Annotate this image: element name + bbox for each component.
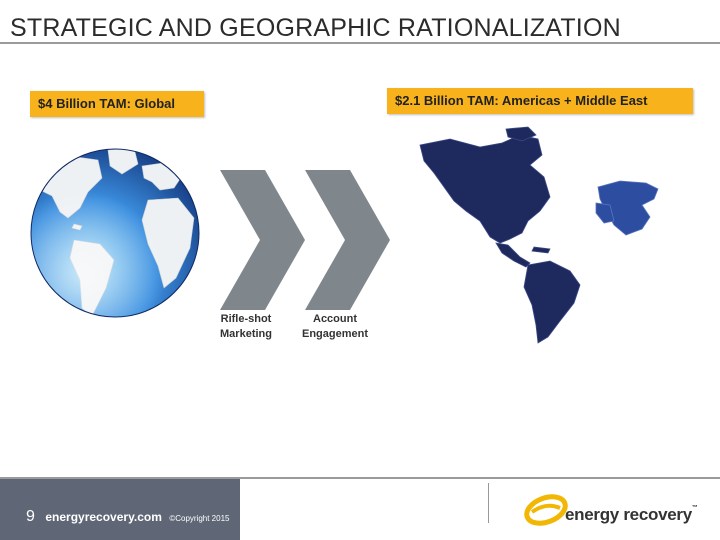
step-account-engagement: Account Engagement xyxy=(297,312,373,342)
arctic-islands-shape xyxy=(505,126,537,142)
world-map-icon xyxy=(419,126,659,344)
south-america-shape xyxy=(523,260,581,344)
energy-recovery-logo xyxy=(524,494,568,526)
website-link[interactable]: energyrecovery.com xyxy=(45,510,162,524)
process-arrows xyxy=(220,170,390,310)
copyright-text: ©Copyright 2015 xyxy=(169,514,230,523)
step-label-line: Account xyxy=(313,313,357,325)
step-label-line: Marketing xyxy=(220,328,272,340)
caribbean-shape xyxy=(531,246,551,254)
middle-east-west-shape xyxy=(595,202,615,224)
tam-global-label: $4 Billion TAM: Global xyxy=(30,91,204,117)
tam-regional-label: $2.1 Billion TAM: Americas + Middle East xyxy=(387,88,693,114)
step-label-line: Rifle-shot xyxy=(220,313,272,325)
step-rifle-shot-marketing: Rifle-shot Marketing xyxy=(210,312,282,342)
logo-text: energy recovery xyxy=(565,505,692,524)
title-divider xyxy=(0,42,720,44)
central-america-shape xyxy=(495,242,531,268)
footer-band xyxy=(0,479,240,540)
page-number: 9 xyxy=(26,508,35,525)
footer-text: 9 energyrecovery.com ©Copyright 2015 xyxy=(26,508,229,526)
logo-wordmark: energy recovery™ xyxy=(565,505,698,525)
chevron-right-icon xyxy=(220,170,305,310)
chevron-right-icon xyxy=(305,170,390,310)
footer-vertical-divider xyxy=(488,483,489,523)
step-label-line: Engagement xyxy=(301,328,368,340)
slide-title: STRATEGIC AND GEOGRAPHIC RATIONALIZATION xyxy=(10,14,621,42)
footer-divider-line xyxy=(0,477,720,479)
north-america-shape xyxy=(419,134,551,244)
globe-icon xyxy=(30,148,200,318)
trademark-symbol: ™ xyxy=(691,505,698,511)
